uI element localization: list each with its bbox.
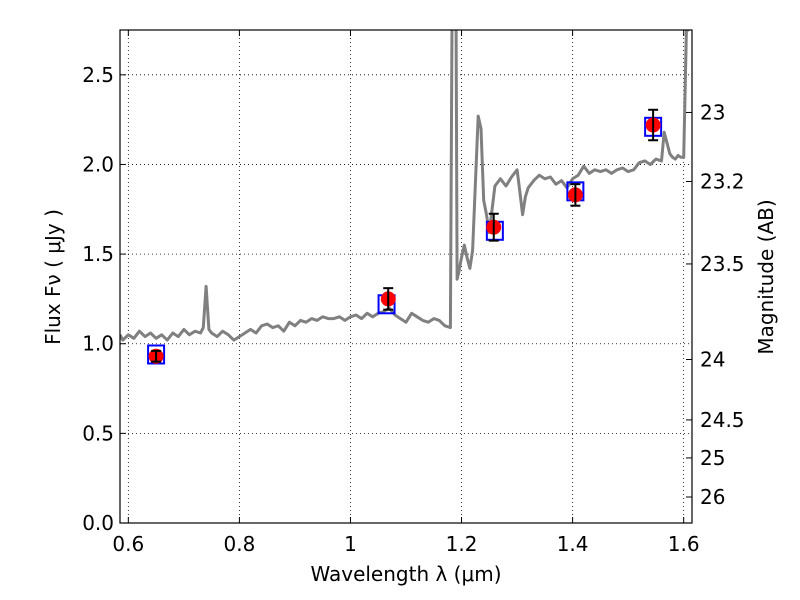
y-tick-label: 1.0 <box>82 332 114 356</box>
plot-frame <box>119 29 693 524</box>
x-tick-label: 1.6 <box>668 532 700 556</box>
x-axis-label: Wavelength λ (μm) <box>310 562 501 586</box>
right-tick-label: 26 <box>700 485 725 509</box>
x-tick-label: 1 <box>344 532 357 556</box>
x-tick-label: 0.8 <box>223 532 255 556</box>
x-tick-label: 1.2 <box>446 532 478 556</box>
x-tick-label: 0.6 <box>112 532 144 556</box>
right-tick-label: 23.2 <box>700 169 745 193</box>
y-tick-label: 1.5 <box>82 242 114 266</box>
spectrum-layer <box>120 30 690 342</box>
y-tick-label: 0.0 <box>82 511 114 535</box>
right-tick-label: 23.5 <box>700 252 745 276</box>
axes: 0.6 0.8 1 1.2 1.4 1.6 0.0 0.5 1.0 1.5 2.0 2.5 23 23.2… <box>82 29 745 556</box>
right-axis-label: Magnitude (AB) <box>754 199 778 354</box>
y-axis-label: Flux Fν ( μJy ) <box>41 209 65 345</box>
y-tick-label: 0.5 <box>82 421 114 445</box>
right-tick-label: 25 <box>700 446 725 470</box>
spectrum-line <box>120 30 690 342</box>
grid <box>120 30 692 524</box>
y-tick-label: 2.0 <box>82 152 114 176</box>
right-tick-label: 23 <box>700 100 725 124</box>
points-layer <box>147 108 663 365</box>
x-tick-label: 1.4 <box>557 532 589 556</box>
right-tick-label: 24 <box>700 348 725 372</box>
right-tick-label: 24.5 <box>700 408 745 432</box>
y-tick-label: 2.5 <box>82 63 114 87</box>
